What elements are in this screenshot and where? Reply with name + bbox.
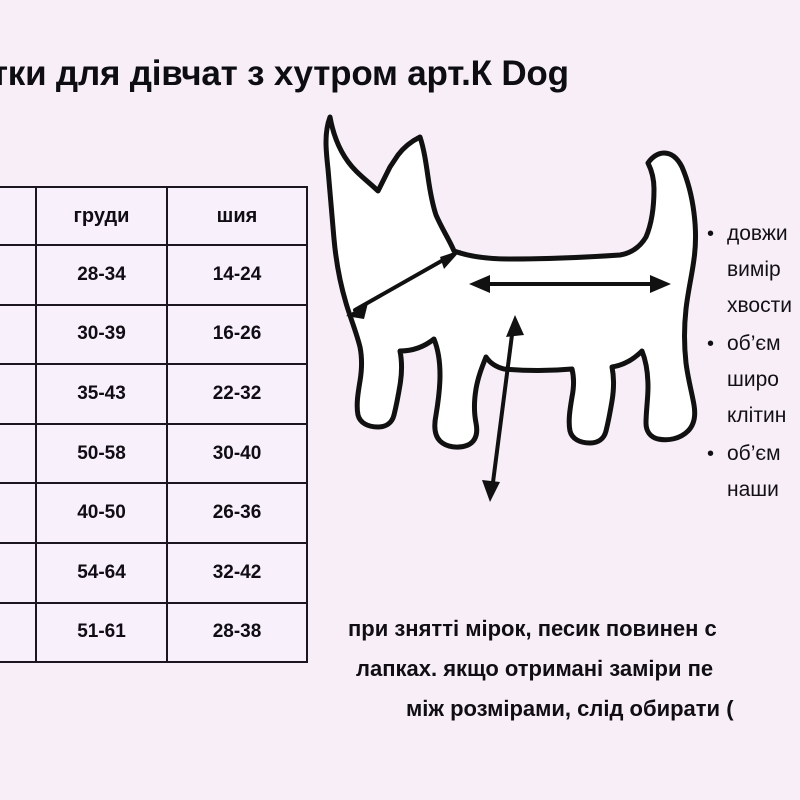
bullet-dot-icon: • (707, 223, 715, 245)
table-cell-neck: 16-26 (166, 303, 308, 366)
table-row: 40-50 26-36 (0, 482, 308, 544)
table-cell-chest: 51-61 (35, 601, 168, 664)
bullet-dot-icon: • (707, 443, 715, 465)
bullet-line: наши (727, 478, 779, 501)
dog-illustration (320, 105, 740, 565)
table-header-cell-2: шия (166, 186, 308, 246)
table-row: 50-58 30-40 (0, 422, 308, 485)
page-title: куртки для дівчат з хутром арт.К Dog (0, 54, 569, 93)
dog-outline-svg (323, 114, 698, 502)
length-arrow-head-left (469, 275, 490, 293)
table-cell-neck: 30-40 (166, 422, 308, 485)
table-row: 28-34 14-24 (0, 244, 308, 306)
table-cell-neck: 26-36 (166, 482, 308, 544)
table-cell-chest: 50-58 (35, 422, 168, 485)
table-row: 54-64 32-42 (0, 541, 308, 604)
table-cell-chest: 54-64 (35, 541, 168, 604)
size-chart-table: а груди шия 28-34 14-24 30-39 16-26 35-4… (0, 186, 308, 664)
measurement-instructions-list: • довжи вимір хвости • об’єм широ клітин… (705, 216, 800, 510)
bullet-line: клітин (727, 404, 787, 427)
list-item: • довжи вимір хвости (707, 216, 800, 324)
table-header-row: а груди шия (0, 186, 308, 246)
chest-girth-arrow (490, 325, 515, 492)
bullet-line: широ (727, 368, 779, 391)
table-cell-chest: 30-39 (35, 303, 168, 366)
table-cell-size (0, 541, 37, 604)
list-item: • об’єм широ клітин (707, 326, 800, 434)
table-row: 35-43 22-32 (0, 363, 308, 425)
table-cell-neck: 22-32 (166, 363, 308, 425)
table-cell-chest: 35-43 (35, 363, 168, 425)
table-cell-size (0, 363, 37, 425)
table-cell-neck: 32-42 (166, 541, 308, 604)
bullet-line: об’єм (727, 442, 781, 465)
table-cell-neck: 14-24 (166, 244, 308, 306)
table-cell-size (0, 601, 37, 664)
measurement-note: при знятті мірок, песик повинен с лапках… (348, 609, 800, 729)
neck-arrow-head-right (440, 250, 461, 269)
bullet-list: • довжи вимір хвости • об’єм широ клітин… (705, 216, 800, 508)
table-cell-neck: 28-38 (166, 601, 308, 664)
table-row: 30-39 16-26 (0, 303, 308, 366)
bullet-dot-icon: • (707, 333, 715, 355)
length-arrow-head-right (650, 275, 671, 293)
table-header-cell-0: а (0, 186, 37, 246)
note-line: при знятті мірок, песик повинен с (348, 616, 717, 641)
table-row: 51-61 28-38 (0, 601, 308, 664)
table-cell-chest: 40-50 (35, 482, 168, 544)
table-header-cell-1: груди (35, 186, 168, 246)
table-cell-size (0, 482, 37, 544)
list-item: • об’єм наши (707, 436, 800, 508)
chest-arrow-head-top (506, 315, 524, 337)
neck-arrow-head-left (346, 303, 368, 319)
bullet-line: об’єм (727, 332, 781, 355)
bullet-line: довжи (727, 222, 788, 245)
chest-arrow-head-bottom (482, 480, 500, 502)
note-line: між розмірами, слід обирати ( (406, 696, 734, 721)
table-cell-size (0, 422, 37, 485)
table-cell-size (0, 303, 37, 366)
neck-measure-arrow (353, 253, 454, 312)
bullet-line: вимір (727, 258, 781, 281)
note-line: лапках. якщо отримані заміри пе (356, 656, 714, 681)
bullet-line: хвости (727, 294, 792, 317)
table-cell-size (0, 244, 37, 306)
table-cell-chest: 28-34 (35, 244, 168, 306)
